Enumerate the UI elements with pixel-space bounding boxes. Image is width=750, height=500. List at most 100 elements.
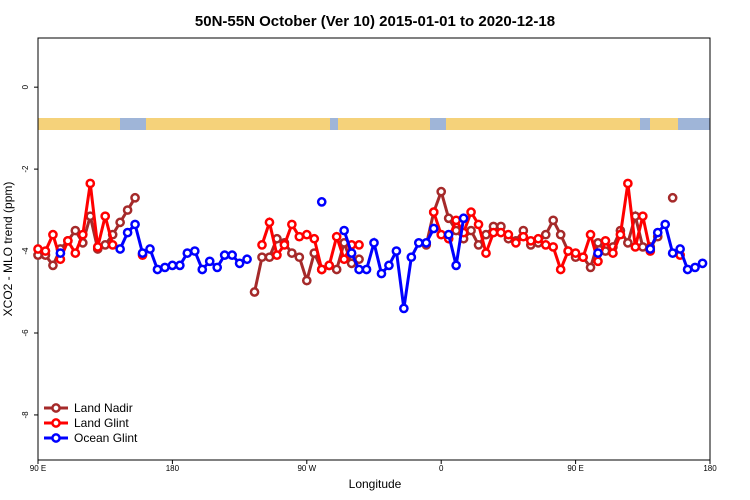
point (533, 233, 544, 244)
point (593, 238, 603, 248)
point (354, 264, 364, 275)
point (555, 229, 566, 240)
point (100, 211, 111, 222)
point (518, 231, 529, 242)
point (204, 256, 215, 267)
point (85, 178, 96, 189)
point (451, 215, 461, 226)
point (279, 240, 290, 250)
point (645, 244, 656, 254)
point (48, 229, 58, 240)
point (630, 242, 641, 252)
point (481, 229, 491, 240)
point (145, 244, 155, 254)
x-tick-label: 0 (439, 464, 444, 473)
series (55, 197, 708, 314)
point (436, 229, 447, 240)
x-tick-label: 180 (166, 464, 180, 473)
point (257, 240, 267, 250)
point (294, 252, 305, 263)
point (466, 207, 476, 217)
point (301, 229, 312, 240)
point (122, 227, 133, 238)
point (234, 258, 245, 269)
point (130, 192, 140, 203)
point (511, 238, 521, 248)
point (466, 225, 476, 236)
point (249, 287, 260, 297)
point (623, 178, 633, 189)
point (615, 229, 626, 240)
y-axis-title: XCO2 - MLO trend (ppm) (1, 182, 15, 317)
point (682, 264, 693, 275)
legend-marker (51, 433, 61, 443)
point (570, 248, 581, 258)
point (660, 219, 671, 230)
point (428, 223, 439, 234)
y-tick-label: -4 (21, 247, 30, 255)
land-strip (446, 118, 640, 130)
x-axis-title: Longitude (349, 477, 402, 491)
point (369, 238, 379, 248)
point (496, 227, 506, 238)
point (548, 215, 559, 226)
legend-label: Land Glint (74, 416, 129, 430)
point (585, 262, 596, 273)
point (399, 303, 409, 314)
point (354, 240, 364, 250)
legend-label: Ocean Glint (74, 431, 138, 445)
point (130, 219, 140, 230)
point (548, 242, 559, 252)
point (361, 264, 372, 275)
point (264, 217, 275, 228)
legend-label: Land Nadir (74, 401, 133, 415)
point (667, 192, 678, 203)
point (458, 213, 469, 224)
point (294, 231, 305, 242)
point (92, 242, 103, 252)
point (608, 248, 618, 258)
point (160, 262, 170, 273)
point (428, 207, 439, 217)
point (421, 238, 432, 248)
x-tick-label: 180 (703, 464, 717, 473)
point (443, 229, 454, 240)
point (70, 225, 81, 236)
point (406, 252, 417, 263)
point (227, 250, 237, 260)
land-mask-strip (38, 118, 710, 130)
point (623, 238, 633, 248)
point (70, 248, 81, 258)
y-tick-label: -6 (21, 329, 30, 337)
point (55, 248, 66, 258)
point (48, 260, 58, 271)
point (316, 197, 327, 207)
point (122, 205, 133, 215)
y-tick-label: 0 (21, 84, 30, 89)
point (675, 244, 685, 254)
point (316, 264, 327, 275)
legend-marker (51, 403, 61, 413)
point (585, 229, 596, 240)
point (555, 264, 566, 275)
point (473, 240, 484, 250)
point (488, 227, 499, 238)
point (600, 235, 611, 246)
x-tick-label: 90 E (567, 464, 583, 473)
point (413, 238, 424, 248)
point (115, 217, 125, 228)
y-tick-label: -2 (21, 165, 30, 173)
point (33, 244, 43, 254)
point (242, 254, 252, 265)
point (578, 252, 588, 263)
point (115, 244, 125, 254)
point (436, 186, 447, 197)
land-strip (650, 118, 678, 130)
point (652, 227, 663, 238)
point (137, 248, 148, 258)
point (525, 235, 536, 246)
x-tick-label: 90 W (297, 464, 316, 473)
point (697, 258, 708, 269)
point (346, 248, 357, 258)
